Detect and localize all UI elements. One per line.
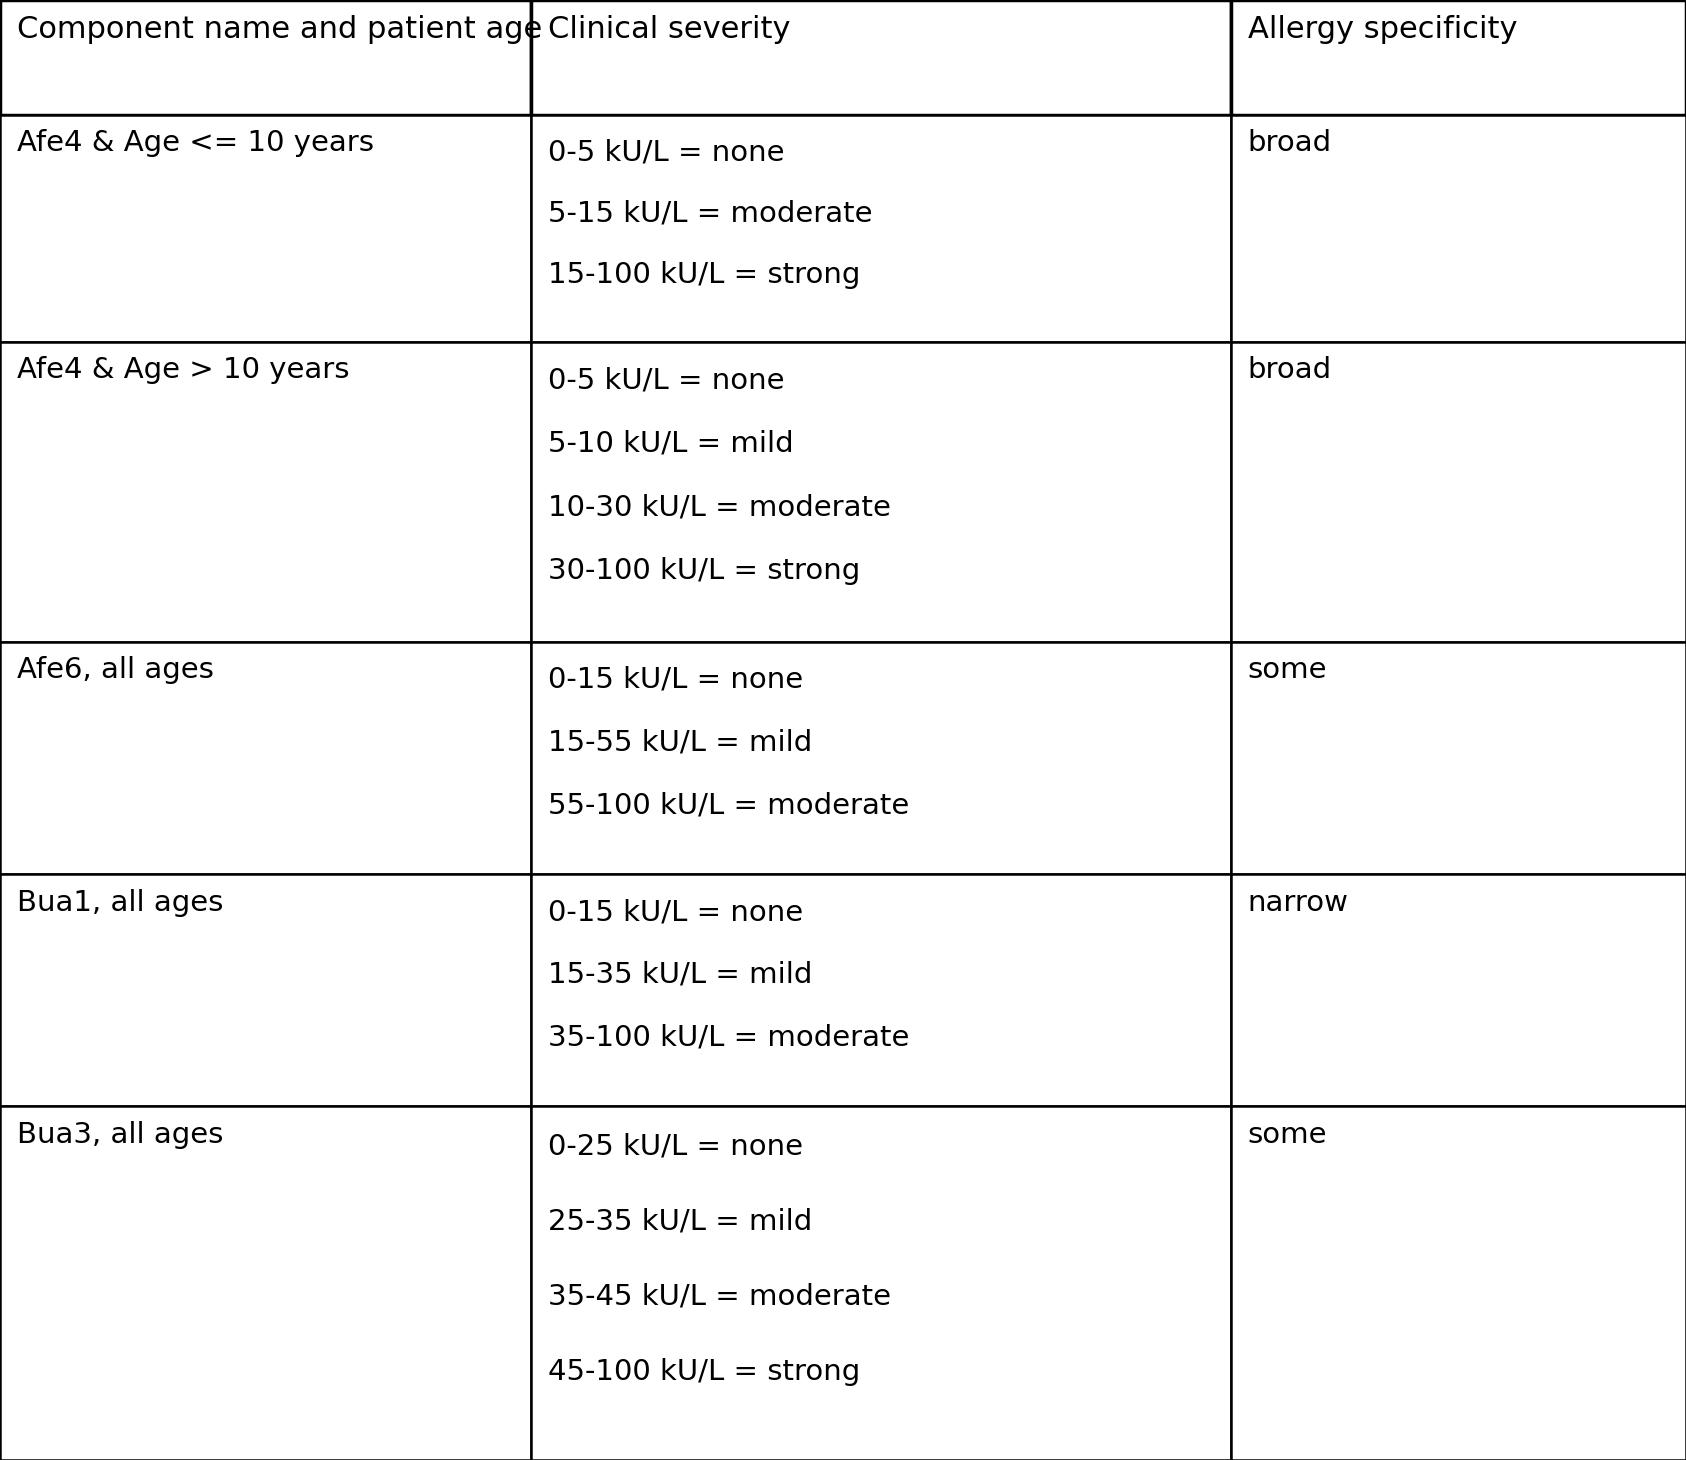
Text: 15-100 kU/L = strong: 15-100 kU/L = strong <box>548 261 860 289</box>
Text: broad: broad <box>1248 128 1332 158</box>
Bar <box>531 1107 1231 1460</box>
Bar <box>0 0 531 114</box>
Text: some: some <box>1248 656 1327 685</box>
Text: 35-45 kU/L = moderate: 35-45 kU/L = moderate <box>548 1283 890 1311</box>
Text: 55-100 kU/L = moderate: 55-100 kU/L = moderate <box>548 791 909 819</box>
Text: 45-100 kU/L = strong: 45-100 kU/L = strong <box>548 1358 860 1386</box>
Text: Allergy specificity: Allergy specificity <box>1248 15 1517 44</box>
Bar <box>0 114 531 342</box>
Text: 15-35 kU/L = mild: 15-35 kU/L = mild <box>548 961 813 988</box>
Text: 25-35 kU/L = mild: 25-35 kU/L = mild <box>548 1207 813 1235</box>
Text: Afe6, all ages: Afe6, all ages <box>17 656 214 685</box>
Bar <box>1231 342 1686 641</box>
Text: Afe4 & Age > 10 years: Afe4 & Age > 10 years <box>17 356 349 384</box>
Bar <box>1231 114 1686 342</box>
Bar <box>531 342 1231 641</box>
Text: Bua3, all ages: Bua3, all ages <box>17 1121 223 1149</box>
Bar <box>0 641 531 875</box>
Text: broad: broad <box>1248 356 1332 384</box>
Text: 0-25 kU/L = none: 0-25 kU/L = none <box>548 1133 803 1161</box>
Bar <box>1231 875 1686 1107</box>
Bar <box>1231 641 1686 875</box>
Text: 35-100 kU/L = moderate: 35-100 kU/L = moderate <box>548 1023 909 1051</box>
Text: Clinical severity: Clinical severity <box>548 15 791 44</box>
Text: Bua1, all ages: Bua1, all ages <box>17 889 223 917</box>
Text: 10-30 kU/L = moderate: 10-30 kU/L = moderate <box>548 493 890 521</box>
Text: narrow: narrow <box>1248 889 1349 917</box>
Text: 0-15 kU/L = none: 0-15 kU/L = none <box>548 666 803 693</box>
Bar <box>531 114 1231 342</box>
Text: 0-15 kU/L = none: 0-15 kU/L = none <box>548 898 803 926</box>
Text: 0-5 kU/L = none: 0-5 kU/L = none <box>548 366 784 394</box>
Bar <box>1231 1107 1686 1460</box>
Bar <box>531 641 1231 875</box>
Text: Component name and patient age: Component name and patient age <box>17 15 543 44</box>
Text: 5-15 kU/L = moderate: 5-15 kU/L = moderate <box>548 200 872 228</box>
Text: Afe4 & Age <= 10 years: Afe4 & Age <= 10 years <box>17 128 374 158</box>
Text: 5-10 kU/L = mild: 5-10 kU/L = mild <box>548 429 794 458</box>
Bar <box>0 342 531 641</box>
Text: 15-55 kU/L = mild: 15-55 kU/L = mild <box>548 729 813 756</box>
Bar <box>531 875 1231 1107</box>
Bar <box>0 875 531 1107</box>
Text: 0-5 kU/L = none: 0-5 kU/L = none <box>548 139 784 166</box>
Bar <box>1231 0 1686 114</box>
Bar <box>0 1107 531 1460</box>
Text: some: some <box>1248 1121 1327 1149</box>
Text: 30-100 kU/L = strong: 30-100 kU/L = strong <box>548 558 860 585</box>
Bar <box>531 0 1231 114</box>
